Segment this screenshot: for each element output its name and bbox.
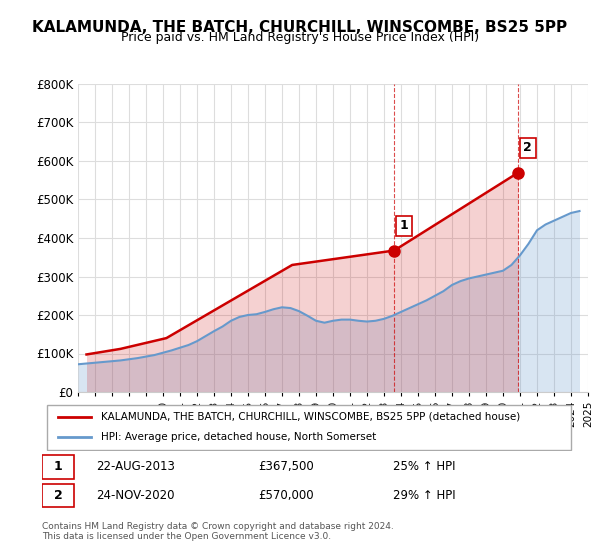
Text: £570,000: £570,000: [258, 489, 314, 502]
Text: 22-AUG-2013: 22-AUG-2013: [96, 460, 175, 473]
Text: 2: 2: [523, 141, 532, 155]
Text: KALAMUNDA, THE BATCH, CHURCHILL, WINSCOMBE, BS25 5PP (detached house): KALAMUNDA, THE BATCH, CHURCHILL, WINSCOM…: [101, 412, 521, 422]
Text: Price paid vs. HM Land Registry's House Price Index (HPI): Price paid vs. HM Land Registry's House …: [121, 31, 479, 44]
FancyBboxPatch shape: [42, 484, 74, 507]
Text: 1: 1: [399, 220, 408, 232]
Text: £367,500: £367,500: [258, 460, 314, 473]
Text: KALAMUNDA, THE BATCH, CHURCHILL, WINSCOMBE, BS25 5PP: KALAMUNDA, THE BATCH, CHURCHILL, WINSCOM…: [32, 20, 568, 35]
Text: 29% ↑ HPI: 29% ↑ HPI: [393, 489, 455, 502]
Text: Contains HM Land Registry data © Crown copyright and database right 2024.
This d: Contains HM Land Registry data © Crown c…: [42, 522, 394, 542]
Text: 2: 2: [54, 489, 62, 502]
Text: 24-NOV-2020: 24-NOV-2020: [96, 489, 175, 502]
Text: 1: 1: [54, 460, 62, 473]
Text: HPI: Average price, detached house, North Somerset: HPI: Average price, detached house, Nort…: [101, 432, 377, 442]
Text: 25% ↑ HPI: 25% ↑ HPI: [393, 460, 455, 473]
FancyBboxPatch shape: [47, 405, 571, 450]
FancyBboxPatch shape: [42, 455, 74, 478]
